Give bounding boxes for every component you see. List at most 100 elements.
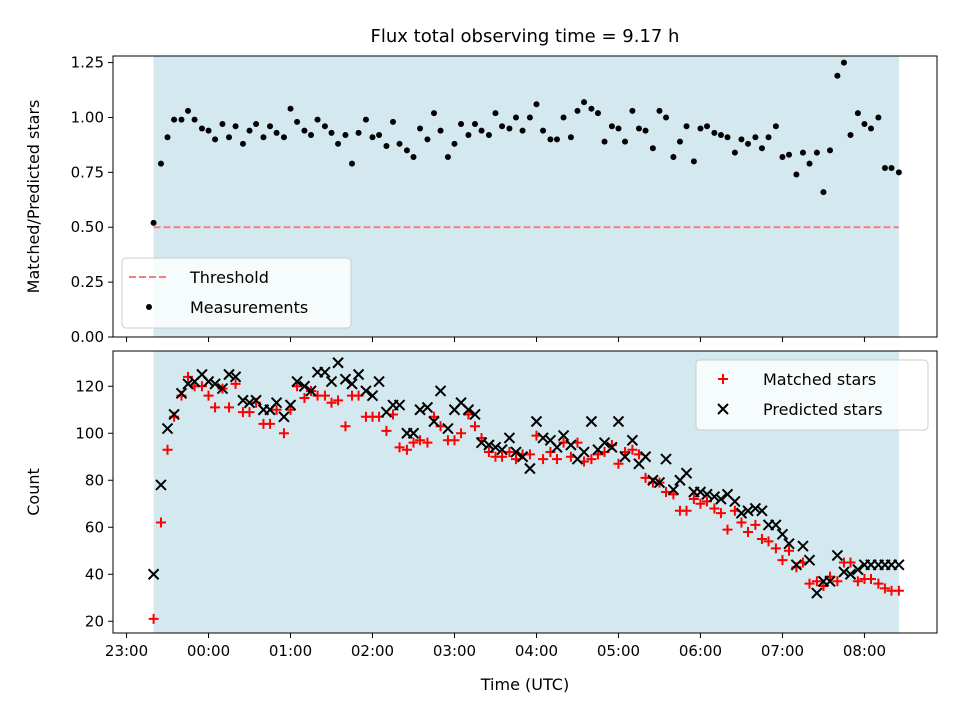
panel-1: 0.00 0.25 0.50 0.75 1.00 1.25 Flux total obser… [24,26,938,346]
data-point [799,149,806,156]
data-point [786,151,793,158]
data-point [793,171,800,178]
data-point [790,559,803,571]
data-point [770,543,781,554]
data-point [895,169,902,176]
data-point [743,526,754,537]
data-point [496,443,508,456]
data-point [483,447,494,458]
y-axis-label: Matched/Predicted stars [24,100,43,294]
data-point [157,160,164,167]
data-point [273,129,280,136]
data-point [209,378,221,390]
series-measurements [150,59,902,226]
legend: Matched stars Predicted stars [695,359,929,431]
data-point [777,555,788,566]
data-point [758,145,765,152]
data-point [319,390,330,401]
data-point [701,488,713,501]
data-point [485,132,492,139]
data-point [383,143,390,150]
data-point [270,396,283,409]
data-point [417,125,424,132]
data-point [756,505,768,517]
data-point [271,404,282,415]
x-tick-label: 06:00 [679,642,722,660]
data-point [469,421,480,432]
data-point [715,493,727,505]
legend-label: Predicted stars [763,400,883,419]
data-point [328,129,335,136]
data-point [797,540,809,552]
x-tick-label: 23:00 [105,642,148,660]
data-point [711,129,718,136]
data-point [246,127,253,134]
axes-frame [112,350,938,634]
data-point [510,446,522,458]
x-tick-label: 02:00 [351,642,394,660]
data-point [683,123,690,130]
data-point [352,368,365,381]
data-point [867,125,874,132]
data-point [229,371,242,383]
data-point [232,123,239,130]
data-point [499,123,506,130]
data-point [185,107,192,114]
data-point [745,140,752,147]
y-tick-label: 1.25 [71,54,104,72]
data-point [663,114,670,121]
data-point [750,519,761,530]
legend-plus-swatch [718,374,728,384]
data-point [717,132,724,139]
data-point [772,123,779,130]
data-point [558,437,569,448]
data-point [806,160,813,167]
data-point [465,132,472,139]
data-point [243,396,256,409]
data-point [629,107,636,114]
data-point [613,458,624,469]
data-point [305,385,317,397]
data-point [803,554,816,566]
data-point [661,487,672,497]
x-tick-label: 07:00 [761,642,804,660]
legend-label: Measurements [190,298,308,317]
y-axis-label: Count [24,468,43,516]
data-point [497,451,508,462]
data-point [202,375,215,388]
data-point [434,385,447,397]
data-point [731,149,738,156]
data-point [253,121,260,128]
data-point [538,454,549,465]
data-point [164,134,171,141]
data-point [635,125,642,132]
data-point [478,127,485,134]
data-point [205,127,212,134]
data-point [708,490,721,503]
data-point [148,613,159,624]
data-point [811,587,823,599]
data-point [551,454,562,465]
data-point [608,123,615,130]
data-point [847,132,854,139]
data-point [827,147,834,154]
data-point [581,99,588,106]
data-point [844,568,857,580]
data-point [524,449,535,460]
data-point [667,483,680,496]
data-point [191,116,198,123]
panel-2: 20 40 60 80 100 120 23:00 00:00 01:00 02:00 03:00 0… [24,350,938,694]
data-point [888,164,895,171]
data-point [533,101,540,108]
data-point [178,116,185,123]
data-point [649,145,656,152]
data-point [503,432,516,444]
data-point [881,164,888,171]
data-point [265,418,276,429]
data-point [456,428,467,439]
data-point [332,357,344,369]
data-point [642,127,649,134]
data-point [776,528,789,541]
data-point [724,134,731,141]
data-point [183,371,194,382]
